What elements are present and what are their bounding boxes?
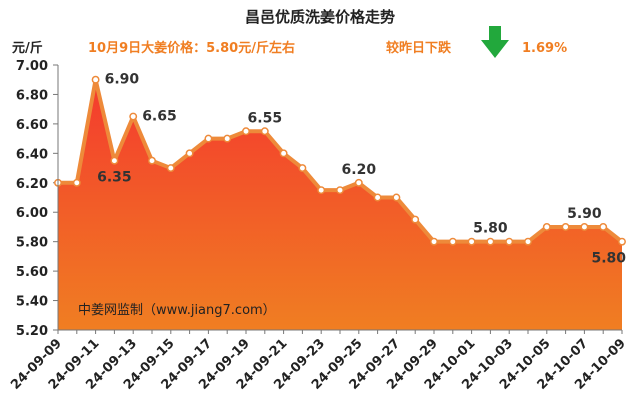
data-point [72,178,81,187]
data-point [336,186,344,195]
y-tick-label: 6.40 [16,147,48,162]
price-series [54,75,626,246]
y-tick-label: 6.20 [16,177,48,192]
data-point [354,178,363,187]
y-tick-label: 5.80 [16,236,48,251]
data-point [467,237,476,246]
data-label: 6.65 [142,109,177,125]
data-point [486,237,495,246]
price-summary: 10月9日大姜价格：5.80元/斤左右 [88,40,295,56]
data-label: 5.90 [567,206,602,222]
y-tick-label: 6.00 [16,206,48,221]
chart-title: 昌邑优质洗姜价格走势 [245,8,395,26]
y-tick-label: 7.00 [16,59,48,74]
data-label: 6.90 [105,72,140,88]
change-label: 较昨日下跌 [386,40,452,56]
y-tick-label: 5.20 [16,324,48,339]
data-label: 5.80 [473,221,508,237]
data-point [505,237,514,246]
y-tick-label: 6.60 [16,118,48,133]
data-point [599,222,608,231]
data-label: 6.35 [97,170,132,186]
area-fill [58,79,622,330]
data-point [223,134,232,143]
data-label: 5.80 [591,251,626,267]
data-point [204,134,213,143]
data-point [524,237,532,246]
data-point [110,156,119,165]
data-point [411,215,420,224]
data-point [185,149,194,158]
y-tick-label: 5.40 [16,295,48,310]
data-point [148,156,156,165]
data-point [542,222,551,231]
data-point [260,127,269,136]
data-point [448,237,457,246]
data-point [373,193,382,202]
data-point [91,75,100,84]
y-tick-label: 6.80 [16,88,48,103]
data-point [561,222,570,231]
down-arrow-icon [481,26,509,58]
data-point [279,149,288,158]
y-tick-label: 5.60 [16,265,48,280]
source-note: 中姜网监制（www.jiang7.com） [78,303,276,318]
data-label: 6.55 [248,110,283,126]
data-point [298,164,307,173]
data-point [166,164,175,173]
data-labels: 6.90 6.35 6.65 6.55 6.20 5.80 5.90 5.80 [97,72,626,267]
area-path [58,79,622,330]
data-point [580,222,589,231]
y-axis-ticks: 7.00 6.80 6.60 6.40 6.20 6.00 5.80 5.60 5.40 5.20 [16,59,58,339]
y-axis-unit: 元/斤 [12,40,43,56]
data-point [242,127,250,136]
data-point [430,237,438,246]
data-point [129,112,138,121]
data-point [317,186,326,195]
data-point [392,193,401,202]
change-value: 1.69% [522,41,567,56]
x-axis-ticks: 24-09-0924-09-1124-09-1324-09-1524-09-17… [8,330,629,393]
data-label: 6.20 [342,162,377,178]
data-point [618,237,626,246]
